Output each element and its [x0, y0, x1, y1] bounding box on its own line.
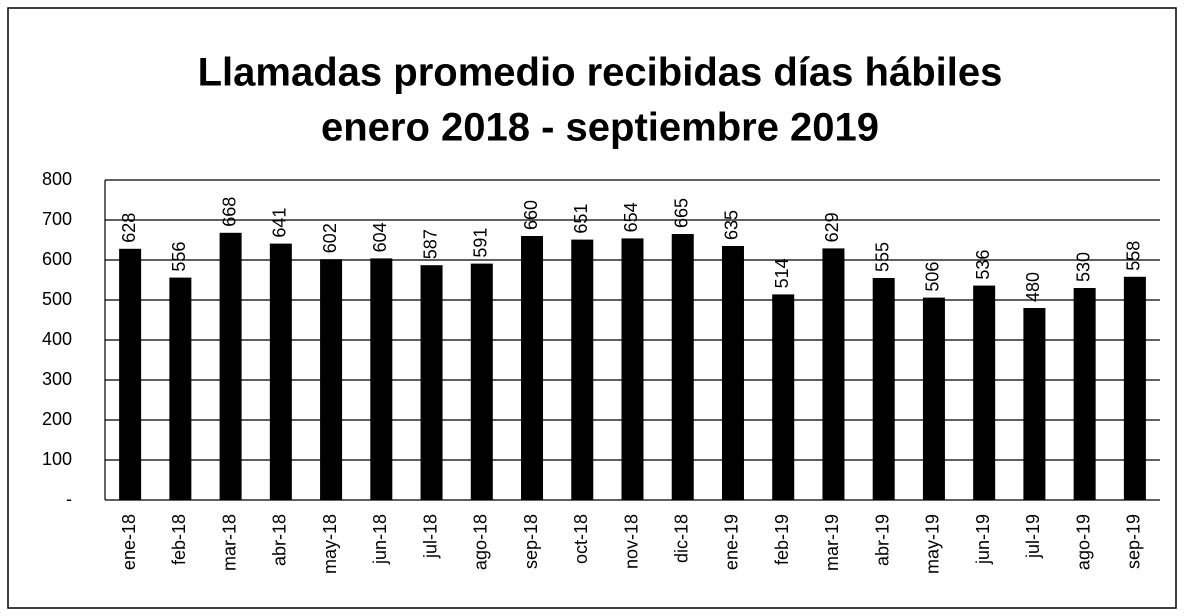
data-label: 514 [772, 258, 792, 288]
x-tick-label: sep-18 [521, 514, 541, 569]
x-tick-label: abr-19 [872, 514, 892, 566]
y-tick-label: 100 [42, 449, 72, 469]
data-label: 591 [471, 228, 491, 258]
data-label: 602 [320, 223, 340, 253]
x-tick-label: mar-18 [219, 514, 239, 571]
bar [621, 238, 644, 500]
x-tick-label: jun-19 [973, 514, 993, 565]
bar [420, 265, 443, 500]
bar [822, 248, 845, 500]
data-label: 604 [370, 222, 390, 252]
data-label: 628 [119, 213, 139, 243]
y-tick-label: 500 [42, 289, 72, 309]
y-tick-label: 700 [42, 209, 72, 229]
data-label: 665 [671, 198, 691, 228]
bar [872, 278, 895, 500]
data-label: 641 [270, 208, 290, 238]
x-tick-label: jul-19 [1023, 514, 1043, 559]
x-tick-label: sep-19 [1124, 514, 1144, 569]
data-label: 480 [1023, 272, 1043, 302]
y-tick-label: 600 [42, 249, 72, 269]
bar [973, 285, 996, 500]
bar [269, 243, 292, 500]
bar [1073, 288, 1096, 500]
x-tick-label: feb-18 [169, 514, 189, 565]
data-label: 536 [973, 250, 993, 280]
data-label: 651 [571, 204, 591, 234]
data-label: 530 [1073, 252, 1093, 282]
bar [470, 263, 493, 500]
bar [571, 239, 594, 500]
data-label: 654 [621, 202, 641, 232]
chart-frame [7, 7, 1177, 609]
bar [119, 248, 142, 500]
bar [772, 294, 795, 500]
bar [1123, 276, 1146, 500]
bar [219, 232, 242, 501]
x-tick-label: nov-18 [621, 514, 641, 569]
x-tick-label: ago-19 [1073, 514, 1093, 570]
bar [1023, 308, 1046, 500]
x-tick-label: dic-18 [671, 514, 691, 563]
x-tick-label: ene-19 [722, 514, 742, 570]
x-tick-label: mar-19 [822, 514, 842, 571]
bar [671, 234, 694, 500]
x-tick-label: ago-18 [471, 514, 491, 570]
data-label: 660 [521, 200, 541, 230]
y-tick-label: 800 [42, 169, 72, 189]
x-tick-label: ene-18 [119, 514, 139, 570]
x-tick-label: abr-18 [270, 514, 290, 566]
data-label: 558 [1124, 241, 1144, 271]
bar [169, 277, 192, 500]
data-label: 506 [923, 262, 943, 292]
y-tick-label: 400 [42, 329, 72, 349]
chart-title: Llamadas promedio recibidas días hábiles [198, 51, 1003, 95]
y-tick-label: - [66, 489, 72, 509]
data-label: 629 [822, 212, 842, 242]
bar [370, 258, 393, 500]
x-tick-label: oct-18 [571, 514, 591, 564]
bar [320, 259, 343, 500]
x-tick-label: jul-18 [420, 514, 440, 559]
data-label: 635 [722, 210, 742, 240]
y-tick-label: 200 [42, 409, 72, 429]
x-tick-label: may-19 [923, 514, 943, 574]
x-tick-label: may-18 [320, 514, 340, 574]
chart-title: enero 2018 - septiembre 2019 [321, 106, 879, 150]
y-tick-label: 300 [42, 369, 72, 389]
bar [922, 297, 945, 500]
data-label: 587 [420, 229, 440, 259]
x-tick-label: feb-19 [772, 514, 792, 565]
data-label: 555 [872, 242, 892, 272]
x-tick-label: jun-18 [370, 514, 390, 565]
data-label: 668 [219, 197, 239, 227]
bar [521, 236, 544, 500]
data-label: 556 [169, 242, 189, 272]
bar [721, 246, 744, 500]
